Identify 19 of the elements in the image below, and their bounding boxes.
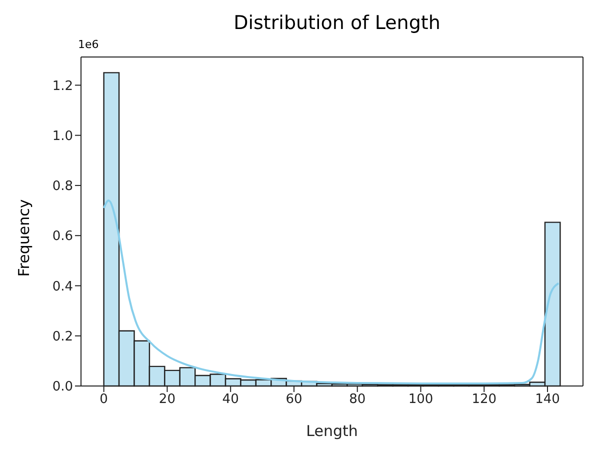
y-tick-label: 1.0 (52, 128, 73, 144)
x-tick-label: 60 (286, 392, 302, 408)
y-tick-label: 0.2 (52, 329, 73, 344)
y-axis-title: Frequency (15, 199, 33, 277)
x-tick-label: 140 (535, 392, 560, 408)
y-tick-label: 0.0 (52, 380, 73, 395)
y-tick-label: 0.6 (52, 229, 73, 244)
x-tick-label: 40 (222, 392, 239, 408)
x-tick-label: 80 (349, 392, 366, 408)
y-tick-label: 0.4 (52, 279, 73, 294)
x-axis-title: Length (306, 422, 358, 440)
x-tick-label: 0 (100, 392, 108, 408)
y-tick-label: 0.8 (52, 179, 73, 194)
x-tick-label: 120 (472, 392, 497, 408)
x-tick-label: 20 (158, 392, 176, 408)
x-tick-label: 100 (408, 392, 434, 408)
chart-title: Distribution of Length (232, 12, 442, 34)
text: 1e6 (78, 38, 99, 51)
y-tick-label: 1.2 (52, 78, 73, 94)
